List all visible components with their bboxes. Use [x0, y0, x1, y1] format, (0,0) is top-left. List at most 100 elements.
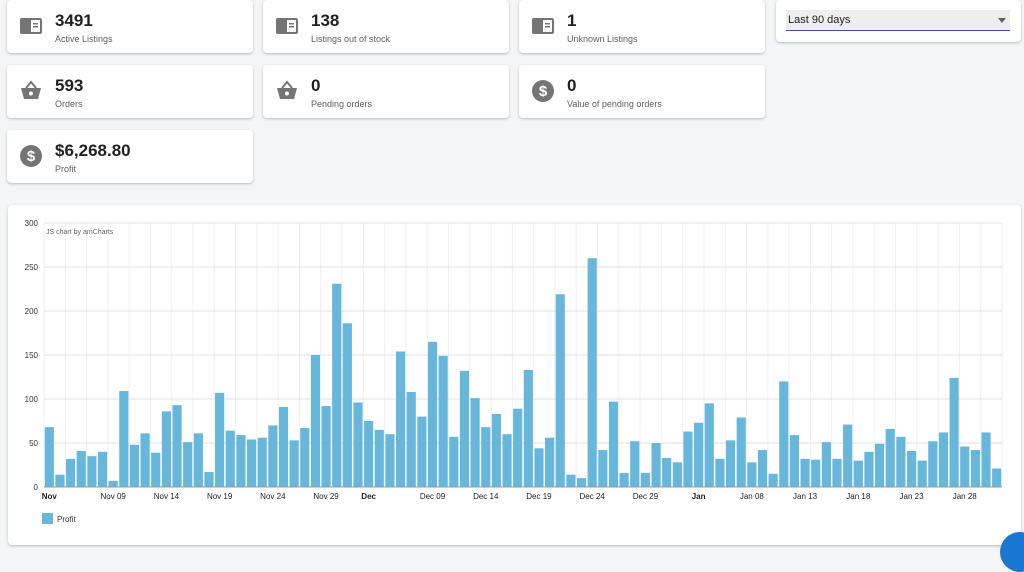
profit-bar[interactable] [757, 450, 768, 487]
profit-bar[interactable] [949, 377, 959, 487]
profit-bar[interactable] [300, 428, 310, 487]
profit-bar[interactable] [44, 427, 54, 487]
profit-bar[interactable] [438, 355, 448, 487]
profit-bar[interactable] [566, 474, 576, 487]
profit-bar[interactable] [310, 355, 321, 487]
profit-bar[interactable] [843, 424, 853, 487]
x-tick-label: Nov [42, 492, 58, 501]
y-tick-label: 300 [25, 219, 39, 228]
profit-bar[interactable] [268, 425, 278, 487]
profit-bar[interactable] [992, 468, 1002, 487]
profit-bar[interactable] [704, 403, 714, 487]
profit-bar[interactable] [832, 458, 842, 487]
chart-legend[interactable]: Profit [42, 513, 76, 524]
profit-bar[interactable] [246, 439, 257, 487]
profit-bar[interactable] [459, 370, 470, 487]
period-select[interactable]: Last 90 days [786, 10, 1010, 31]
profit-bar[interactable] [683, 431, 693, 487]
stat-card-active-listings: 3491 Active Listings [7, 0, 253, 53]
profit-bar[interactable] [630, 441, 640, 487]
profit-bar[interactable] [768, 473, 778, 487]
profit-bar[interactable] [875, 443, 885, 487]
profit-bar[interactable] [800, 458, 810, 487]
profit-bar[interactable] [172, 405, 182, 487]
profit-bar[interactable] [853, 460, 863, 487]
profit-bar[interactable] [960, 446, 970, 487]
profit-bar[interactable] [374, 429, 384, 487]
profit-bar[interactable] [619, 472, 629, 487]
profit-bar[interactable] [917, 460, 927, 487]
profit-bar[interactable] [896, 436, 906, 487]
profit-bar[interactable] [161, 411, 171, 487]
profit-bar[interactable] [108, 480, 118, 487]
profit-bar[interactable] [321, 406, 331, 487]
profit-bar[interactable] [204, 472, 214, 487]
profit-bar[interactable] [981, 432, 991, 487]
profit-bar[interactable] [662, 457, 672, 487]
profit-bar[interactable] [534, 448, 544, 487]
profit-bar[interactable] [183, 442, 193, 487]
profit-bar[interactable] [470, 398, 480, 487]
profit-bar[interactable] [576, 478, 587, 487]
profit-bar[interactable] [811, 459, 821, 487]
profit-bar[interactable] [257, 437, 267, 487]
profit-bar[interactable] [608, 401, 619, 487]
profit-bar[interactable] [396, 351, 406, 487]
profit-bar[interactable] [481, 427, 491, 487]
profit-bar[interactable] [225, 430, 235, 487]
profit-bar[interactable] [694, 422, 704, 487]
profit-bar[interactable] [385, 434, 395, 487]
profit-bar[interactable] [928, 441, 938, 487]
profit-bar[interactable] [640, 472, 650, 487]
profit-bar[interactable] [906, 450, 917, 487]
profit-bar[interactable] [513, 408, 523, 487]
profit-bar[interactable] [587, 258, 597, 487]
profit-bar[interactable] [449, 436, 459, 487]
profit-bar[interactable] [651, 443, 661, 487]
profit-bar[interactable] [193, 433, 203, 487]
profit-bar[interactable] [545, 437, 555, 487]
profit-bar[interactable] [76, 450, 86, 487]
profit-bar[interactable] [938, 432, 949, 487]
profit-bar[interactable] [406, 391, 416, 487]
profit-bar[interactable] [353, 402, 363, 487]
profit-bar[interactable] [342, 323, 352, 487]
profit-bar[interactable] [491, 413, 501, 487]
profit-bar[interactable] [129, 444, 140, 487]
profit-chart-card: 0 50 100 150 200 250 300 Nov Nov 09 Nov 14 Nov 19 N… [8, 205, 1021, 545]
profit-bar[interactable] [278, 406, 289, 487]
chart-credit[interactable]: JS chart by amCharts [46, 229, 114, 236]
profit-bar[interactable] [215, 392, 225, 487]
profit-bar[interactable] [364, 421, 374, 487]
profit-bar[interactable] [715, 458, 725, 487]
profit-bar[interactable] [555, 294, 565, 487]
profit-bar[interactable] [97, 451, 108, 487]
profit-bar[interactable] [289, 440, 299, 487]
profit-bar[interactable] [66, 458, 76, 487]
profit-bar[interactable] [821, 442, 831, 487]
profit-bar[interactable] [417, 416, 427, 487]
profit-bar[interactable] [55, 474, 65, 487]
profit-bar[interactable] [779, 381, 789, 487]
profit-bar[interactable] [789, 435, 800, 487]
legend-marker [42, 513, 53, 524]
profit-bar[interactable] [151, 452, 161, 487]
profit-bar[interactable] [119, 391, 129, 487]
profit-bar[interactable] [672, 462, 682, 487]
profit-bar[interactable] [140, 433, 150, 487]
profit-bar[interactable] [236, 435, 246, 487]
profit-bar[interactable] [725, 440, 736, 487]
profit-bar[interactable] [864, 451, 874, 487]
profit-bar[interactable] [427, 341, 438, 487]
x-tick-label: Dec 24 [580, 492, 606, 501]
profit-bar[interactable] [736, 417, 746, 487]
profit-bar[interactable] [87, 456, 97, 487]
stat-value: $6,268.80 [55, 141, 131, 160]
profit-bar[interactable] [332, 283, 342, 487]
profit-bar[interactable] [598, 450, 608, 487]
profit-bar[interactable] [970, 450, 980, 487]
profit-bar[interactable] [523, 369, 533, 487]
profit-bar[interactable] [747, 462, 757, 487]
profit-bar[interactable] [885, 428, 895, 487]
profit-bar[interactable] [502, 434, 512, 487]
